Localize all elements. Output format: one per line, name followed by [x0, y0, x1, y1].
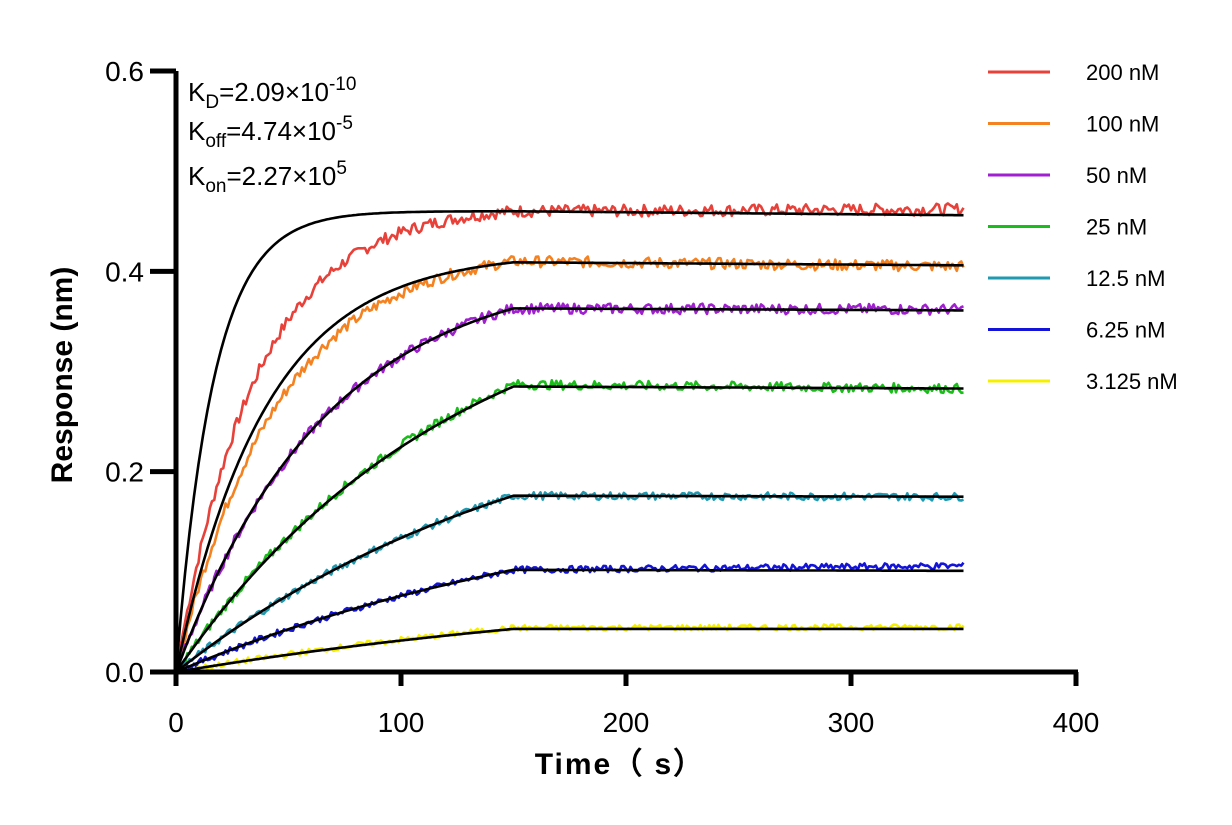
legend-label: 100 nM — [1086, 112, 1159, 137]
series-line — [175, 623, 965, 675]
x-tick-label: 400 — [1053, 707, 1100, 738]
x-tick-label: 0 — [168, 707, 184, 738]
fit-line — [174, 307, 964, 673]
legend-label: 25 nM — [1086, 215, 1147, 240]
fit-line — [174, 260, 964, 673]
y-axis-title: Response (nm) — [46, 267, 79, 484]
fit-line — [175, 494, 964, 674]
fit-line — [175, 568, 964, 674]
x-tick-label: 100 — [378, 707, 425, 738]
legend-label: 200 nM — [1086, 60, 1159, 85]
ticks-layer: 0 100 200 300 400 0.0 0.2 0.4 0.6 — [105, 56, 1099, 738]
legend: 200 nM 100 nM 50 nM 25 nM 12.5 nM 6.25 nM 3.12… — [988, 60, 1178, 394]
y-tick-label: 0.6 — [105, 56, 144, 87]
y-tick-label: 0.4 — [105, 256, 144, 287]
fit-line — [174, 209, 964, 673]
series-line — [174, 378, 964, 673]
kinetic-constants: KD=2.09×10-10 Koff=4.74×10-5 Kon=2.27×10… — [188, 74, 356, 197]
series-line — [174, 202, 965, 673]
y-tick-label: 0.0 — [105, 657, 144, 688]
series-line — [174, 301, 964, 673]
legend-label: 50 nM — [1086, 163, 1147, 188]
fit-line — [175, 627, 964, 674]
koff-annotation: Koff=4.74×10-5 — [188, 113, 353, 152]
kd-annotation: KD=2.09×10-10 — [188, 74, 356, 113]
legend-label: 3.125 nM — [1086, 369, 1178, 394]
series-line — [175, 490, 964, 674]
legend-label: 12.5 nM — [1086, 266, 1166, 291]
kon-annotation: Kon=2.27×105 — [188, 158, 347, 197]
series-line — [174, 254, 965, 673]
y-tick-label: 0.2 — [105, 457, 144, 488]
x-axis-title: Time（ s） — [535, 747, 706, 781]
axes-layer — [150, 71, 1078, 675]
fit-line — [174, 385, 964, 673]
x-tick-label: 200 — [603, 707, 650, 738]
series-layer — [174, 202, 965, 675]
x-tick-label: 300 — [828, 707, 875, 738]
legend-label: 6.25 nM — [1086, 318, 1166, 343]
fit-layer — [174, 209, 964, 674]
series-line — [175, 561, 965, 674]
